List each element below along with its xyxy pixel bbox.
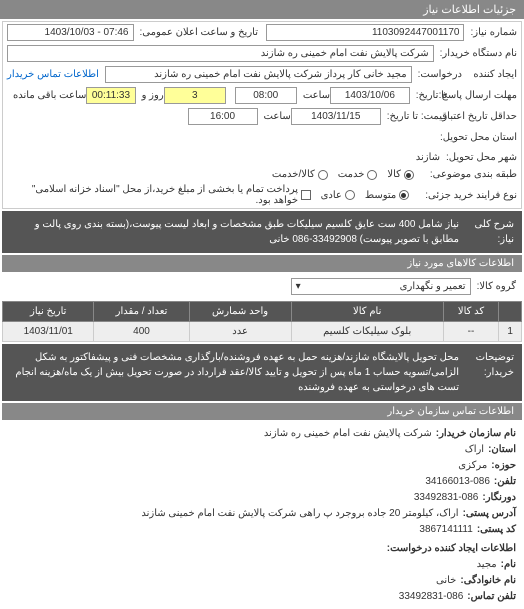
- purchase-type-label: نوع فرایند خرید جزئی:: [419, 190, 517, 201]
- validity-time-label: ساعت: [258, 111, 291, 122]
- system-label: آدرس پستی:: [459, 506, 516, 522]
- niaz-number-field: 1103092447001170: [266, 24, 464, 41]
- desc-label: شرح کلی نیاز:: [459, 217, 514, 247]
- req-family-label: نام خانوادگی:: [456, 573, 516, 589]
- contact-header: اطلاعات تماس سازمان خریدار: [2, 403, 522, 420]
- validity-label: حداقل تاریخ اعتبار: [447, 111, 517, 122]
- system: اراک، کیلومتر 20 جاده بروجرد پ راهی شرکت…: [141, 506, 458, 522]
- radio-dot-icon: [404, 170, 414, 180]
- col-name: نام کالا: [291, 302, 443, 322]
- notes-label: توضیحات خریدار:: [459, 350, 514, 395]
- radio-service-label: خدمت: [338, 169, 365, 180]
- validity-label2: قیمت: تا تاریخ:: [381, 111, 447, 122]
- radio-dot-icon: [345, 190, 355, 200]
- radio-dot-icon: [367, 170, 377, 180]
- col-date: تاریخ نیاز: [3, 302, 94, 322]
- main-form: شماره نیاز: 1103092447001170 تاریخ و ساع…: [2, 21, 522, 209]
- remaining-label: ساعت باقی مانده: [7, 90, 86, 101]
- contact-info: نام سازمان خریدار:شرکت پالایش نفت امام خ…: [0, 422, 524, 609]
- branch-label: حوزه:: [487, 458, 516, 474]
- announce-field: 07:46 - 1403/10/03: [7, 24, 134, 41]
- goods-table: کد کالا نام کالا واحد شمارش تعداد / مقدا…: [2, 301, 522, 342]
- days-remaining-field: 3: [164, 87, 226, 104]
- col-index: [499, 302, 522, 322]
- goods-group-label: گروه کالا:: [471, 281, 516, 292]
- cell-qty: 400: [94, 322, 189, 342]
- radio-goods-service-label: کالا/خدمت: [272, 169, 315, 180]
- request-field: مجید خانی کار پرداز شرکت پالایش نفت امام…: [105, 66, 412, 83]
- fax-label: دورنگار:: [478, 490, 516, 506]
- fax: 33492831-086: [414, 490, 479, 506]
- postal-label: کد پستی:: [473, 522, 516, 538]
- checkbox-treasury[interactable]: پرداخت تمام یا بخشی از مبلغ خرید،از محل …: [7, 184, 311, 206]
- phone: 34166013-086: [425, 474, 490, 490]
- days-label: روز و: [136, 90, 164, 101]
- request-label: درخواست:: [412, 69, 462, 80]
- page-header: جزئیات اطلاعات نیاز: [0, 0, 524, 19]
- niaz-number-label: شماره نیاز:: [464, 27, 517, 38]
- col-qty: تعداد / مقدار: [94, 302, 189, 322]
- cell-name: بلوک سیلیکات کلسیم: [291, 322, 443, 342]
- reply-time-label: ساعت: [297, 90, 330, 101]
- table-header-row: کد کالا نام کالا واحد شمارش تعداد / مقدا…: [3, 302, 522, 322]
- phone-label: تلفن:: [490, 474, 516, 490]
- req-family: خانی: [436, 573, 456, 589]
- requester-header: اطلاعات ایجاد کننده درخواست:: [387, 541, 516, 557]
- cell-index: 1: [499, 322, 522, 342]
- description-box: شرح کلی نیاز: نیاز شامل 400 ست عایق کلسی…: [2, 211, 522, 253]
- desc-text: نیاز شامل 400 ست عایق کلسیم سیلیکات طبق …: [10, 217, 459, 247]
- hours-remaining-field: 00:11:33: [86, 87, 135, 104]
- org-name-label: نام سازمان خریدار:: [432, 426, 516, 442]
- branch: مرکزی: [458, 458, 487, 474]
- subject-label: طبقه بندی موضوعی:: [424, 169, 517, 180]
- province: اراک: [465, 442, 484, 458]
- reply-time-field: 08:00: [235, 87, 297, 104]
- radio-dot-icon: [318, 170, 328, 180]
- table-row: 1 -- بلوک سیلیکات کلسیم عدد 400 1403/11/…: [3, 322, 522, 342]
- radio-cash-label: متوسط: [365, 190, 396, 201]
- col-code: کد کالا: [443, 302, 498, 322]
- cell-unit: عدد: [189, 322, 291, 342]
- req-phone-label: تلفن تماس:: [463, 589, 516, 605]
- postal: 3867141111: [419, 522, 472, 538]
- radio-credit[interactable]: عادی: [321, 190, 355, 201]
- announce-label: تاریخ و ساعت اعلان عمومی:: [134, 27, 259, 38]
- buyer-device-field: شرکت پالایش نفت امام خمینی ره شازند: [7, 45, 434, 62]
- checkbox-label: پرداخت تمام یا بخشی از مبلغ خرید،از محل …: [7, 184, 298, 206]
- radio-cash[interactable]: متوسط: [365, 190, 409, 201]
- radio-goods-service[interactable]: کالا/خدمت: [272, 169, 328, 180]
- validity-date-field: 1403/11/15: [291, 108, 381, 125]
- req-name-label: نام:: [497, 557, 516, 573]
- req-phone: 33492831-086: [399, 589, 464, 605]
- until-date-label: تا تاریخ:: [410, 90, 447, 101]
- notes-box: توضیحات خریدار: محل تحویل پالایشگاه شازن…: [2, 344, 522, 401]
- reply-date-field: 1403/10/06: [330, 87, 410, 104]
- delivery-city-label: شهر محل تحویل:: [440, 152, 517, 163]
- radio-goods[interactable]: کالا: [387, 169, 414, 180]
- cell-date: 1403/11/01: [3, 322, 94, 342]
- delivery-city: شازند: [410, 152, 440, 163]
- col-unit: واحد شمارش: [189, 302, 291, 322]
- goods-header: اطلاعات کالاهای مورد نیاز: [2, 255, 522, 272]
- cell-code: --: [443, 322, 498, 342]
- goods-group-select[interactable]: تعمیر و نگهداری: [291, 278, 471, 295]
- org-name: شرکت پالایش نفت امام خمینی ره شازند: [264, 426, 432, 442]
- creator-label: ایجاد کننده: [462, 69, 517, 80]
- radio-goods-label: کالا: [387, 169, 401, 180]
- radio-credit-label: عادی: [321, 190, 342, 201]
- delivery-state-label: استان محل تحویل:: [434, 132, 517, 143]
- contact-link[interactable]: اطلاعات تماس خریدار: [7, 69, 105, 80]
- radio-dot-icon: [399, 190, 409, 200]
- reply-deadline-label: مهلت ارسال پاسخ:: [447, 90, 517, 101]
- checkbox-icon: [301, 190, 310, 200]
- radio-service[interactable]: خدمت: [338, 169, 378, 180]
- validity-time-field: 16:00: [188, 108, 258, 125]
- notes-text: محل تحویل پالایشگاه شازند/هزینه حمل به ع…: [10, 350, 459, 395]
- req-name: مجید: [477, 557, 497, 573]
- buyer-device-label: نام دستگاه خریدار:: [434, 48, 517, 59]
- province-label: استان:: [484, 442, 516, 458]
